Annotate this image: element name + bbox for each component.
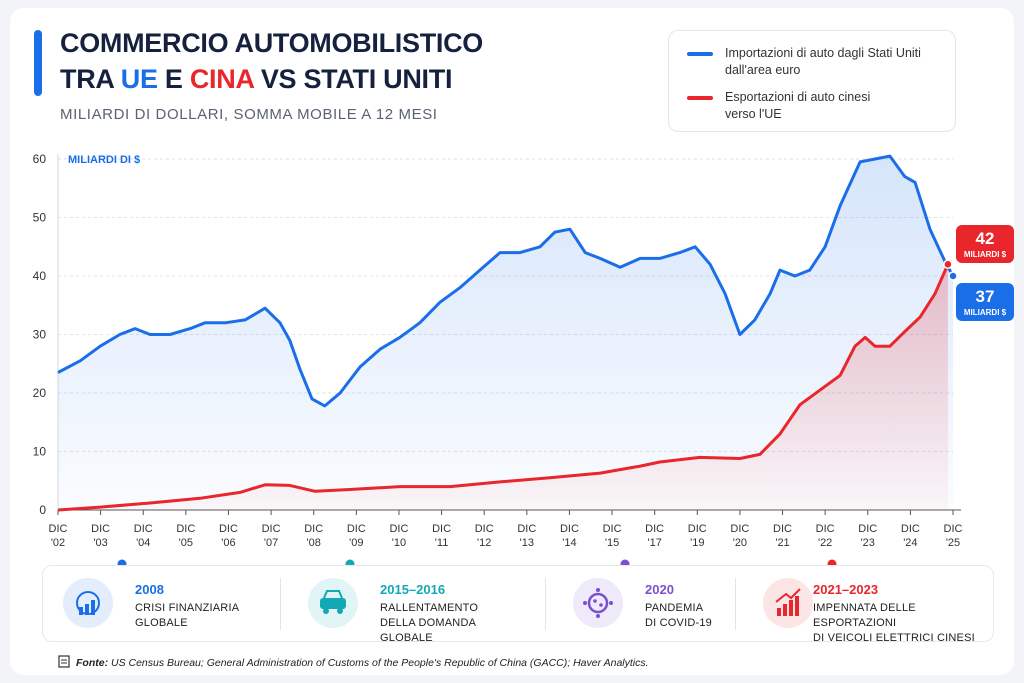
y-axis-label: MILIARDI DI $	[68, 154, 140, 166]
x-tick-label: DIC '05	[176, 523, 196, 549]
events-panel: 2008 CRISI FINANZIARIA GLOBALE 2015–2016 RA…	[42, 565, 994, 644]
x-tick-label: DIC '19	[687, 523, 707, 549]
doc-icon	[58, 655, 70, 668]
x-tick-label: DIC '12	[474, 523, 494, 549]
title-part: VS STATI UNITI	[253, 64, 453, 94]
y-tick-label: 0	[39, 503, 46, 517]
x-tick-label: DIC '24	[900, 523, 920, 549]
line	[57, 154, 955, 408]
x-tick-label: DIC '13	[517, 523, 537, 549]
source: Fonte: US Census Bureau; General Adminis…	[58, 655, 649, 669]
title-part: UE	[120, 64, 158, 94]
end-point	[948, 271, 958, 281]
y-tick-label: 50	[33, 211, 47, 225]
separator	[545, 578, 546, 630]
title-part: CINA	[189, 64, 254, 94]
icon	[320, 590, 346, 614]
x-tick-label: DIC '03	[91, 523, 111, 549]
legend-swatch	[687, 52, 713, 56]
x-tick-label: DIC '23	[858, 523, 878, 549]
x-tick-label: DIC '15	[602, 523, 622, 549]
legend-swatch	[687, 96, 713, 100]
x-tick-label: DIC '22	[815, 523, 835, 549]
area	[58, 156, 953, 510]
callout-box	[956, 283, 1014, 321]
event-year: 2021–2023	[813, 582, 879, 597]
y-tick-label: 30	[33, 328, 47, 342]
line	[57, 263, 950, 512]
x-tick-label: DIC '11	[432, 523, 452, 549]
event-year: 2015–2016	[380, 582, 446, 597]
event: 2015–2016 RALLENTAMENTO DELLA DOMANDA GLO…	[288, 566, 528, 644]
event-text: CRISI FINANZIARIA GLOBALE	[135, 602, 240, 629]
callout: 37 MILIARDI $	[956, 283, 1014, 321]
source-label: Fonte:	[76, 657, 109, 669]
x-tick-label: DIC '14	[559, 523, 579, 549]
x-tick-label: DIC '10	[389, 523, 409, 549]
event-year: 2020	[645, 582, 674, 597]
callout: 42 MILIARDI $	[956, 225, 1014, 263]
callout-unit: MILIARDI $	[964, 308, 1007, 317]
title-part: E	[157, 64, 190, 94]
area	[58, 264, 948, 510]
legend-label: Esportazioni di auto cinesi verso l'UE	[725, 90, 871, 121]
event: 2020 PANDEMIA DI COVID-19	[553, 566, 793, 641]
title-part: TRA	[60, 64, 121, 94]
event-year: 2008	[135, 582, 164, 597]
callout-value: 37	[976, 287, 995, 306]
x-tick-label: DIC '04	[133, 523, 153, 549]
title-line: TRA UE E CINA VS STATI UNITI	[60, 64, 452, 95]
x-tick-label: DIC '07	[261, 523, 281, 549]
x-tick-label: DIC '09	[346, 523, 366, 549]
y-tick-label: 40	[33, 269, 47, 283]
icon	[775, 588, 801, 616]
event-icon	[573, 578, 623, 628]
callout-unit: MILIARDI $	[964, 250, 1007, 259]
x-tick-label: DIC '08	[304, 523, 324, 549]
event: 2021–2023 IMPENNATA DELLE ESPORTAZIONI DI…	[743, 566, 993, 644]
source-text: US Census Bureau; General Administration…	[111, 657, 649, 669]
x-tick-label: DIC '25	[943, 523, 963, 549]
title-line: COMMERCIO AUTOMOBILISTICO	[60, 28, 483, 59]
event-text: PANDEMIA DI COVID-19	[645, 602, 712, 629]
x-tick-label: DIC '02	[48, 523, 68, 549]
event: 2008 CRISI FINANZIARIA GLOBALE	[43, 566, 283, 641]
callout-value: 42	[976, 229, 995, 248]
legend-item: Importazioni di auto dagli Stati Uniti d…	[687, 45, 921, 79]
x-tick-label: DIC '20	[730, 523, 750, 549]
event-icon	[308, 578, 358, 628]
x-tick-label: DIC '21	[773, 523, 792, 549]
callout-box	[956, 225, 1014, 263]
x-tick-label: DIC '06	[218, 523, 238, 549]
event-icon	[63, 578, 113, 628]
icon	[76, 591, 100, 615]
y-tick-label: 10	[33, 445, 47, 459]
x-tick-label: DIC '17	[645, 523, 665, 549]
separator	[280, 578, 281, 630]
event-text: IMPENNATA DELLE ESPORTAZIONI DI VEICOLI …	[813, 602, 975, 644]
separator	[735, 578, 736, 630]
end-point	[943, 259, 953, 270]
legend-item: Esportazioni di auto cinesi verso l'UE	[687, 89, 870, 123]
title-accent	[34, 30, 42, 96]
icon	[583, 588, 613, 618]
y-tick-label: 60	[33, 152, 47, 166]
y-tick-label: 20	[33, 386, 47, 400]
event-icon	[763, 578, 813, 628]
subtitle: MILIARDI DI DOLLARI, SOMMA MOBILE A 12 M…	[60, 106, 438, 123]
title-part: COMMERCIO AUTOMOBILISTICO	[60, 28, 483, 58]
legend: Importazioni di auto dagli Stati Uniti d…	[668, 30, 956, 132]
legend-label: Importazioni di auto dagli Stati Uniti d…	[725, 46, 921, 77]
event-text: RALLENTAMENTO DELLA DOMANDA GLOBALE	[380, 602, 479, 644]
